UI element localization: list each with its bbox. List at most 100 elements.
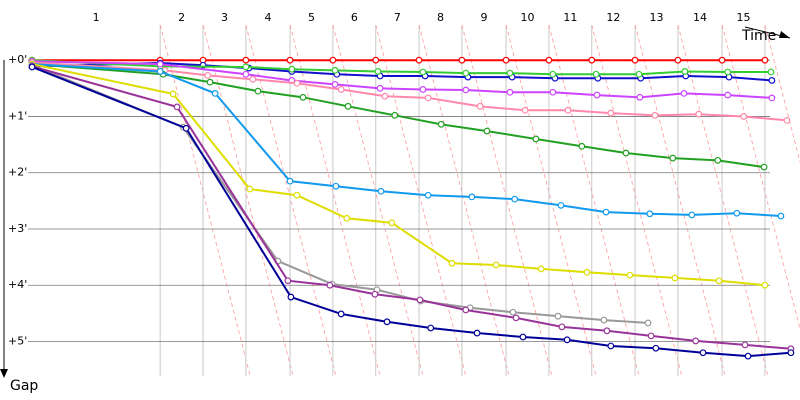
lap-label: 15 bbox=[737, 11, 751, 24]
lap-label: 6 bbox=[351, 11, 358, 24]
data-point bbox=[284, 277, 292, 285]
data-point bbox=[509, 308, 517, 316]
data-point bbox=[761, 56, 769, 64]
data-point bbox=[783, 116, 791, 124]
data-point bbox=[519, 333, 527, 341]
data-point bbox=[156, 60, 164, 68]
lap-label: 8 bbox=[437, 11, 444, 24]
lap-dash-line bbox=[721, 24, 800, 331]
series bbox=[28, 60, 769, 289]
series bbox=[28, 63, 795, 360]
data-point bbox=[462, 86, 470, 94]
data-point bbox=[506, 88, 514, 96]
data-point bbox=[211, 89, 219, 97]
data-point bbox=[331, 66, 339, 74]
y-axis-label: Gap bbox=[10, 378, 38, 394]
data-point bbox=[777, 212, 785, 220]
lap-dash-line bbox=[548, 24, 640, 377]
data-point bbox=[483, 127, 491, 135]
data-point bbox=[761, 281, 769, 289]
lap-label: 3 bbox=[221, 11, 228, 24]
data-point bbox=[563, 336, 571, 344]
data-point bbox=[246, 185, 254, 193]
data-point bbox=[511, 195, 519, 203]
lap-label: 11 bbox=[563, 11, 577, 24]
data-point bbox=[204, 71, 212, 79]
data-point bbox=[646, 210, 654, 218]
data-point bbox=[787, 349, 795, 357]
data-point bbox=[377, 187, 385, 195]
data-point bbox=[564, 106, 572, 114]
data-point bbox=[695, 110, 703, 118]
series bbox=[28, 62, 795, 353]
data-point bbox=[344, 102, 352, 110]
lap-label: 10 bbox=[520, 11, 534, 24]
data-point bbox=[647, 332, 655, 340]
data-point bbox=[521, 106, 529, 114]
y-tick-label: +1' bbox=[8, 109, 27, 122]
data-point bbox=[671, 274, 679, 282]
data-point bbox=[644, 319, 652, 327]
data-point bbox=[437, 120, 445, 128]
data-point bbox=[424, 94, 432, 102]
data-point bbox=[427, 324, 435, 332]
series-line bbox=[31, 63, 766, 287]
data-point bbox=[592, 70, 600, 78]
y-tick-label: +5' bbox=[8, 334, 27, 347]
data-point bbox=[337, 86, 345, 93]
lap-label: 14 bbox=[693, 11, 707, 24]
data-point bbox=[492, 261, 500, 269]
data-point bbox=[768, 77, 776, 84]
data-point bbox=[714, 156, 722, 164]
data-point bbox=[631, 56, 639, 64]
data-point bbox=[549, 70, 557, 78]
data-point bbox=[557, 201, 565, 209]
data-point bbox=[554, 312, 562, 320]
data-point bbox=[635, 70, 643, 78]
data-point bbox=[419, 86, 427, 93]
data-point bbox=[286, 56, 294, 64]
background-layer: 1 2 3 4 5 6 7 8 9 10 11 12 13 14 15+0'+1'+2'+3'+4'+5' bbox=[8, 11, 800, 377]
series-line bbox=[32, 60, 772, 99]
lap-label: 5 bbox=[308, 11, 315, 24]
data-point bbox=[242, 70, 250, 78]
data-point bbox=[652, 344, 660, 352]
data-point bbox=[242, 63, 250, 71]
data-point bbox=[299, 93, 307, 101]
data-point bbox=[622, 149, 630, 157]
data-point bbox=[286, 177, 294, 185]
data-point bbox=[545, 56, 553, 64]
series bbox=[28, 59, 791, 124]
data-point bbox=[680, 89, 688, 97]
data-point bbox=[532, 135, 540, 143]
data-point bbox=[424, 191, 432, 199]
data-point bbox=[381, 92, 389, 100]
lap-label: 12 bbox=[606, 11, 620, 24]
data-point bbox=[293, 191, 301, 199]
data-point bbox=[692, 337, 700, 345]
lap-label: 1 bbox=[93, 11, 100, 24]
data-point bbox=[740, 113, 748, 120]
lap-dash-line bbox=[245, 24, 337, 377]
lap-dash-line bbox=[591, 24, 683, 377]
lap-dash-line bbox=[202, 24, 294, 377]
data-point bbox=[391, 111, 399, 119]
lap-dash-line bbox=[634, 24, 726, 377]
lap-dash-line bbox=[289, 24, 381, 377]
data-point bbox=[388, 219, 396, 227]
data-point bbox=[476, 102, 484, 110]
data-point bbox=[28, 63, 36, 71]
data-point bbox=[603, 327, 611, 335]
data-point bbox=[332, 182, 340, 190]
data-point bbox=[674, 56, 682, 64]
x-axis-arrowhead bbox=[779, 31, 790, 38]
lap-label: 13 bbox=[649, 11, 663, 24]
data-point bbox=[512, 314, 520, 322]
data-point bbox=[669, 154, 677, 162]
data-point bbox=[549, 88, 557, 96]
lap-dash-line bbox=[332, 24, 424, 377]
series-line bbox=[31, 65, 791, 350]
data-point bbox=[182, 124, 190, 132]
